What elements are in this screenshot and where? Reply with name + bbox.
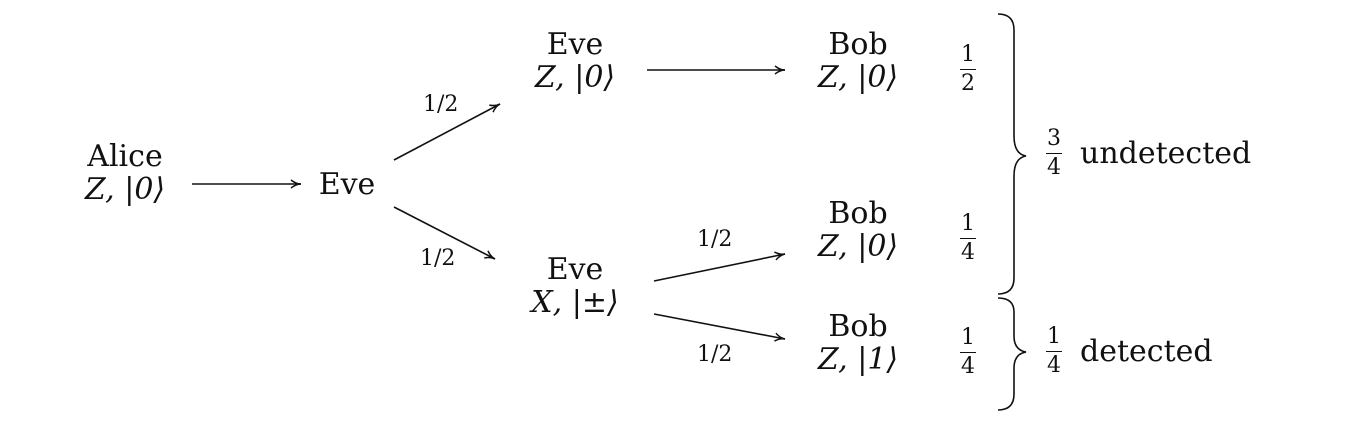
node-bob-bot: Bob Z, |1⟩	[788, 310, 928, 376]
fraction-bar	[1046, 351, 1062, 352]
fraction-bar	[1046, 153, 1062, 154]
denominator: 4	[961, 240, 975, 265]
node-name: Eve	[546, 27, 604, 62]
outcome-prob-top: 1 2	[960, 44, 976, 95]
denominator: 2	[961, 71, 975, 96]
node-state: Z, |0⟩	[534, 60, 616, 95]
result-detected: 1 4 detected	[1046, 326, 1213, 377]
denominator: 4	[961, 354, 975, 379]
node-name: Eve	[318, 167, 376, 202]
node-alice: Alice Z, |0⟩	[60, 140, 190, 206]
node-name: Bob	[828, 309, 888, 344]
edge-label-eve-x: 1/2	[420, 246, 456, 271]
numerator: 1	[1047, 324, 1061, 349]
node-state: Z, |0⟩	[817, 229, 899, 264]
result-undetected: 3 4 undetected	[1046, 128, 1251, 179]
arrow-eve-to-eve-x	[393, 206, 496, 260]
node-bob-top: Bob Z, |0⟩	[788, 28, 928, 94]
result-fraction: 1 4	[1046, 326, 1062, 377]
result-fraction: 3 4	[1046, 128, 1062, 179]
arrow-eve-x-to-bob-bot	[653, 313, 786, 342]
arrow-eve-x-to-bob-mid	[653, 251, 786, 282]
node-eve: Eve	[302, 168, 392, 201]
numerator: 1	[961, 325, 975, 350]
node-state: Z, |0⟩	[817, 60, 899, 95]
node-bob-mid: Bob Z, |0⟩	[788, 197, 928, 263]
edge-label-bob-bot: 1/2	[697, 342, 733, 367]
result-label: detected	[1080, 334, 1213, 369]
node-state: Z, |0⟩	[84, 172, 166, 207]
denominator: 4	[1047, 155, 1061, 180]
node-name: Eve	[546, 252, 604, 287]
numerator: 1	[961, 211, 975, 236]
denominator: 4	[1047, 353, 1061, 378]
node-name: Alice	[87, 139, 163, 174]
fraction-bar	[960, 238, 976, 239]
node-name: Bob	[828, 196, 888, 231]
fraction-bar	[960, 69, 976, 70]
node-eve-x: Eve X, |±⟩	[500, 253, 650, 319]
numerator: 1	[961, 42, 975, 67]
node-eve-z: Eve Z, |0⟩	[505, 28, 645, 94]
node-state: X, |±⟩	[531, 285, 619, 320]
fraction-bar	[960, 352, 976, 353]
numerator: 3	[1047, 126, 1061, 151]
result-label: undetected	[1080, 136, 1252, 171]
outcome-prob-bot: 1 4	[960, 327, 976, 378]
outcome-prob-mid: 1 4	[960, 213, 976, 264]
node-state: Z, |1⟩	[817, 342, 899, 377]
brace-undetected	[997, 13, 1027, 295]
node-name: Bob	[828, 27, 888, 62]
arrow-eve-to-eve-z	[393, 103, 501, 161]
brace-detected	[997, 297, 1027, 411]
edge-label-bob-mid: 1/2	[697, 227, 733, 252]
edge-label-eve-z: 1/2	[423, 92, 459, 117]
